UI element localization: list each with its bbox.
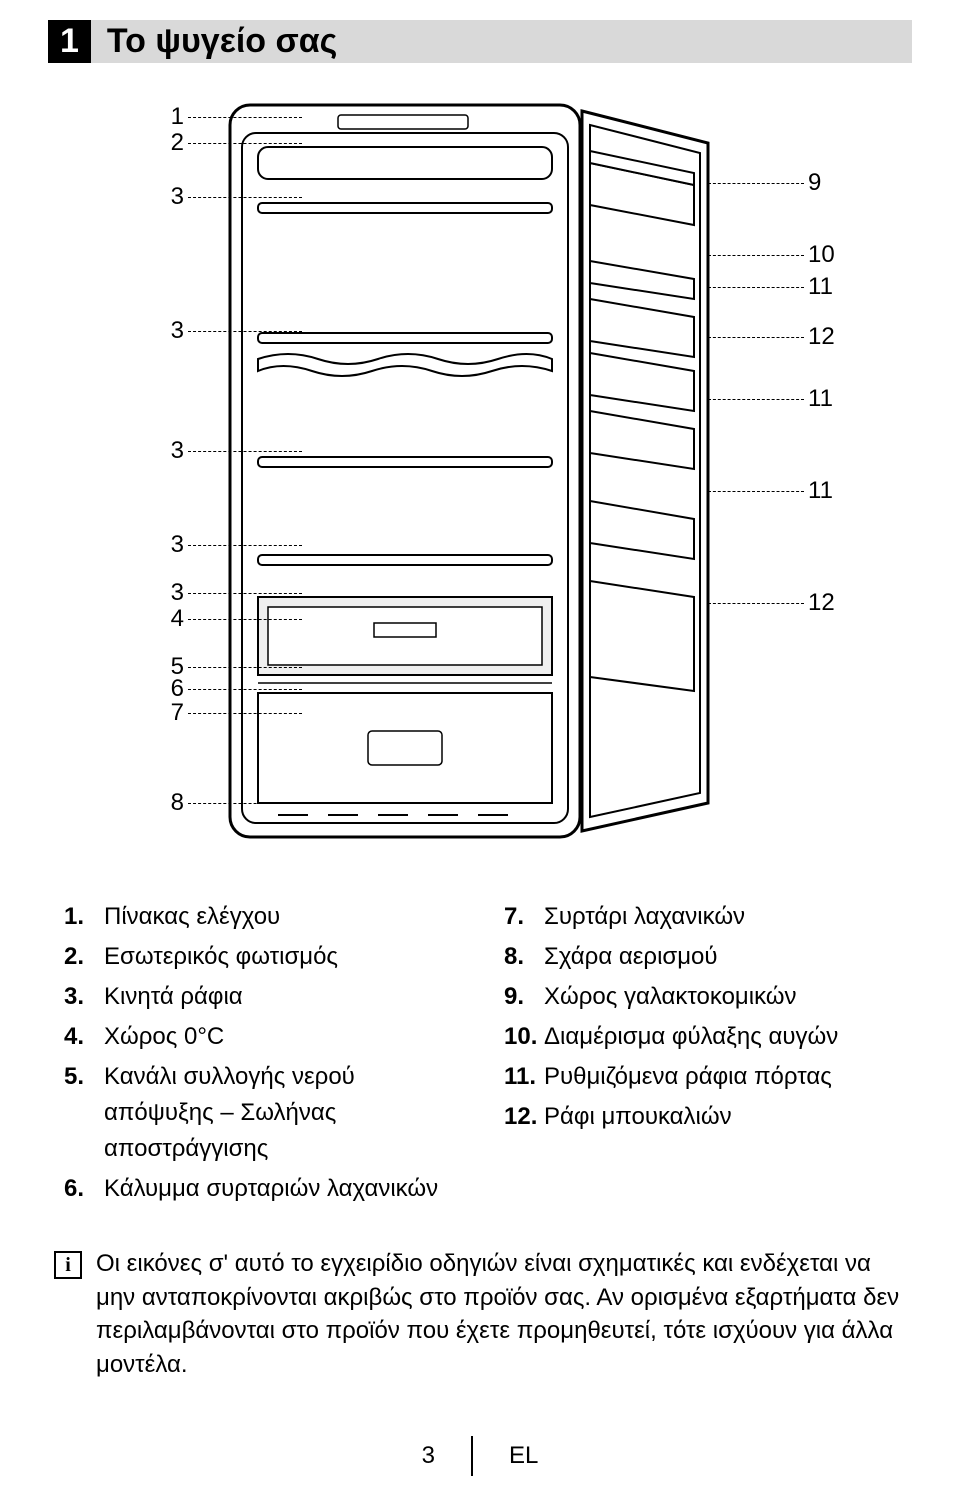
legend-text: Εσωτερικός φωτισμός [104,939,456,975]
leader-line [188,803,302,804]
legend-item: 7.Συρτάρι λαχανικών [504,899,896,935]
callout-right: 10 [808,241,858,269]
leader-line [188,619,302,620]
callout-right: 11 [808,477,858,505]
callout-left: 7 [144,699,184,727]
section-header: 1 Το ψυγείο σας [48,20,912,63]
leader-line [188,197,302,198]
legend-num: 12. [504,1099,544,1135]
legend-num: 5. [64,1059,104,1167]
legend-text: Σχάρα αερισμού [544,939,896,975]
legend-text: Ρυθμιζόμενα ράφια πόρτας [544,1059,896,1095]
legend-text: Διαμέρισμα φύλαξης αυγών [544,1019,896,1055]
callout-left: 1 [144,103,184,131]
callout-left: 2 [144,129,184,157]
leader-line [708,255,804,256]
callout-left: 3 [144,579,184,607]
legend-num: 4. [64,1019,104,1055]
legend-item: 1.Πίνακας ελέγχου [64,899,456,935]
legend-item: 8.Σχάρα αερισμού [504,939,896,975]
legend-text: Κάλυμμα συρταριών λαχανικών [104,1171,456,1207]
fridge-diagram: 1233333456789101112111112 [48,103,912,863]
callout-left: 3 [144,183,184,211]
leader-line [708,399,804,400]
legend-item: 11.Ρυθμιζόμενα ράφια πόρτας [504,1059,896,1095]
section-title: Το ψυγείο σας [91,20,912,63]
page-number: 3 [422,1442,435,1470]
leader-line [708,337,804,338]
legend-text: Κινητά ράφια [104,979,456,1015]
callout-right: 12 [808,589,858,617]
callout-left: 3 [144,317,184,345]
legend-text: Συρτάρι λαχανικών [544,899,896,935]
callout-left: 4 [144,605,184,633]
legend-col-right: 7.Συρτάρι λαχανικών8.Σχάρα αερισμού9.Χώρ… [504,899,896,1211]
legend-num: 1. [64,899,104,935]
callout-right: 11 [808,273,858,301]
leader-line [188,667,302,668]
leader-line [708,491,804,492]
legend-num: 3. [64,979,104,1015]
leader-line [188,451,302,452]
leader-line [188,689,302,690]
legend-item: 4.Χώρος 0°C [64,1019,456,1055]
legend-item: 12.Ράφι μπουκαλιών [504,1099,896,1135]
section-number: 1 [48,20,91,63]
legend-item: 9.Χώρος γαλακτοκομικών [504,979,896,1015]
leader-line [708,183,804,184]
page-lang: EL [509,1442,538,1470]
footer-divider [471,1436,473,1476]
legend-num: 7. [504,899,544,935]
legend-num: 8. [504,939,544,975]
legend-num: 6. [64,1171,104,1207]
legend-item: 3.Κινητά ράφια [64,979,456,1015]
callout-left: 8 [144,789,184,817]
legend-text: Χώρος γαλακτοκομικών [544,979,896,1015]
leader-line [708,603,804,604]
leader-line [188,117,302,118]
legend-item: 6.Κάλυμμα συρταριών λαχανικών [64,1171,456,1207]
callout-left: 3 [144,437,184,465]
legend-col-left: 1.Πίνακας ελέγχου2.Εσωτερικός φωτισμός3.… [64,899,456,1211]
legend-item: 10.Διαμέρισμα φύλαξης αυγών [504,1019,896,1055]
info-icon: i [54,1251,82,1279]
leader-line [188,143,302,144]
fridge-illustration [228,103,748,843]
leader-line [708,287,804,288]
leader-line [188,331,302,332]
callout-right: 11 [808,385,858,413]
leader-line [188,713,302,714]
legend-text: Πίνακας ελέγχου [104,899,456,935]
callout-right: 12 [808,323,858,351]
legend-num: 10. [504,1019,544,1055]
legend-text: Χώρος 0°C [104,1019,456,1055]
leader-line [188,593,302,594]
callout-right: 9 [808,169,858,197]
legend-num: 11. [504,1059,544,1095]
legend-text: Ράφι μπουκαλιών [544,1099,896,1135]
legend-text: Κανάλι συλλογής νερού απόψυξης – Σωλήνας… [104,1059,456,1167]
parts-legend: 1.Πίνακας ελέγχου2.Εσωτερικός φωτισμός3.… [64,899,896,1211]
info-note: i Οι εικόνες σ' αυτό το εγχειρίδιο οδηγι… [54,1247,906,1381]
page-footer: 3 EL [0,1436,960,1476]
callout-left: 3 [144,531,184,559]
legend-item: 5.Κανάλι συλλογής νερού απόψυξης – Σωλήν… [64,1059,456,1167]
legend-num: 9. [504,979,544,1015]
leader-line [188,545,302,546]
legend-item: 2.Εσωτερικός φωτισμός [64,939,456,975]
info-text: Οι εικόνες σ' αυτό το εγχειρίδιο οδηγιών… [96,1247,906,1381]
legend-num: 2. [64,939,104,975]
